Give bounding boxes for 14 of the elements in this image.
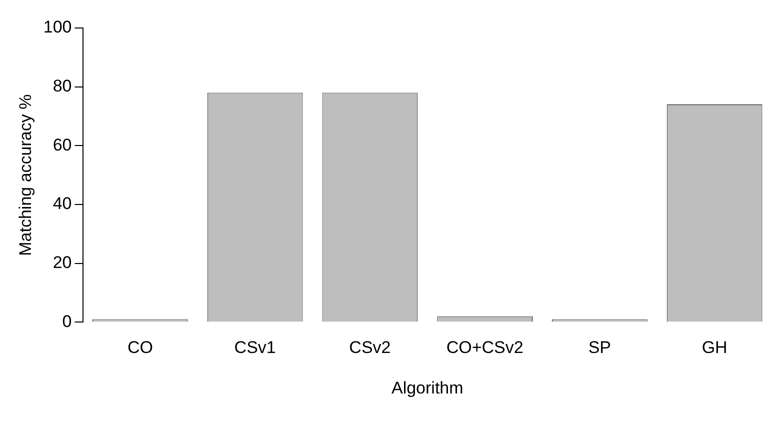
y-axis-title: Matching accuracy % (16, 94, 35, 256)
y-tick-label: 20 (52, 253, 72, 272)
x-tick-label: GH (702, 338, 728, 358)
y-tick-label: 40 (52, 194, 72, 214)
y-tick-label: 80 (52, 76, 72, 96)
x-axis-title: Algorithm (391, 378, 464, 398)
x-tick-label: SP (588, 338, 612, 358)
x-tick-label: CSv2 (349, 338, 391, 358)
y-tick-label: 100 (43, 18, 72, 37)
x-tick-label: CO+CSv2 (446, 338, 524, 358)
y-tick-label: 60 (52, 135, 72, 154)
x-tick-label: CSv1 (234, 338, 276, 358)
y-tick-label: 0 (62, 312, 72, 331)
x-tick-label: CO (127, 338, 153, 358)
